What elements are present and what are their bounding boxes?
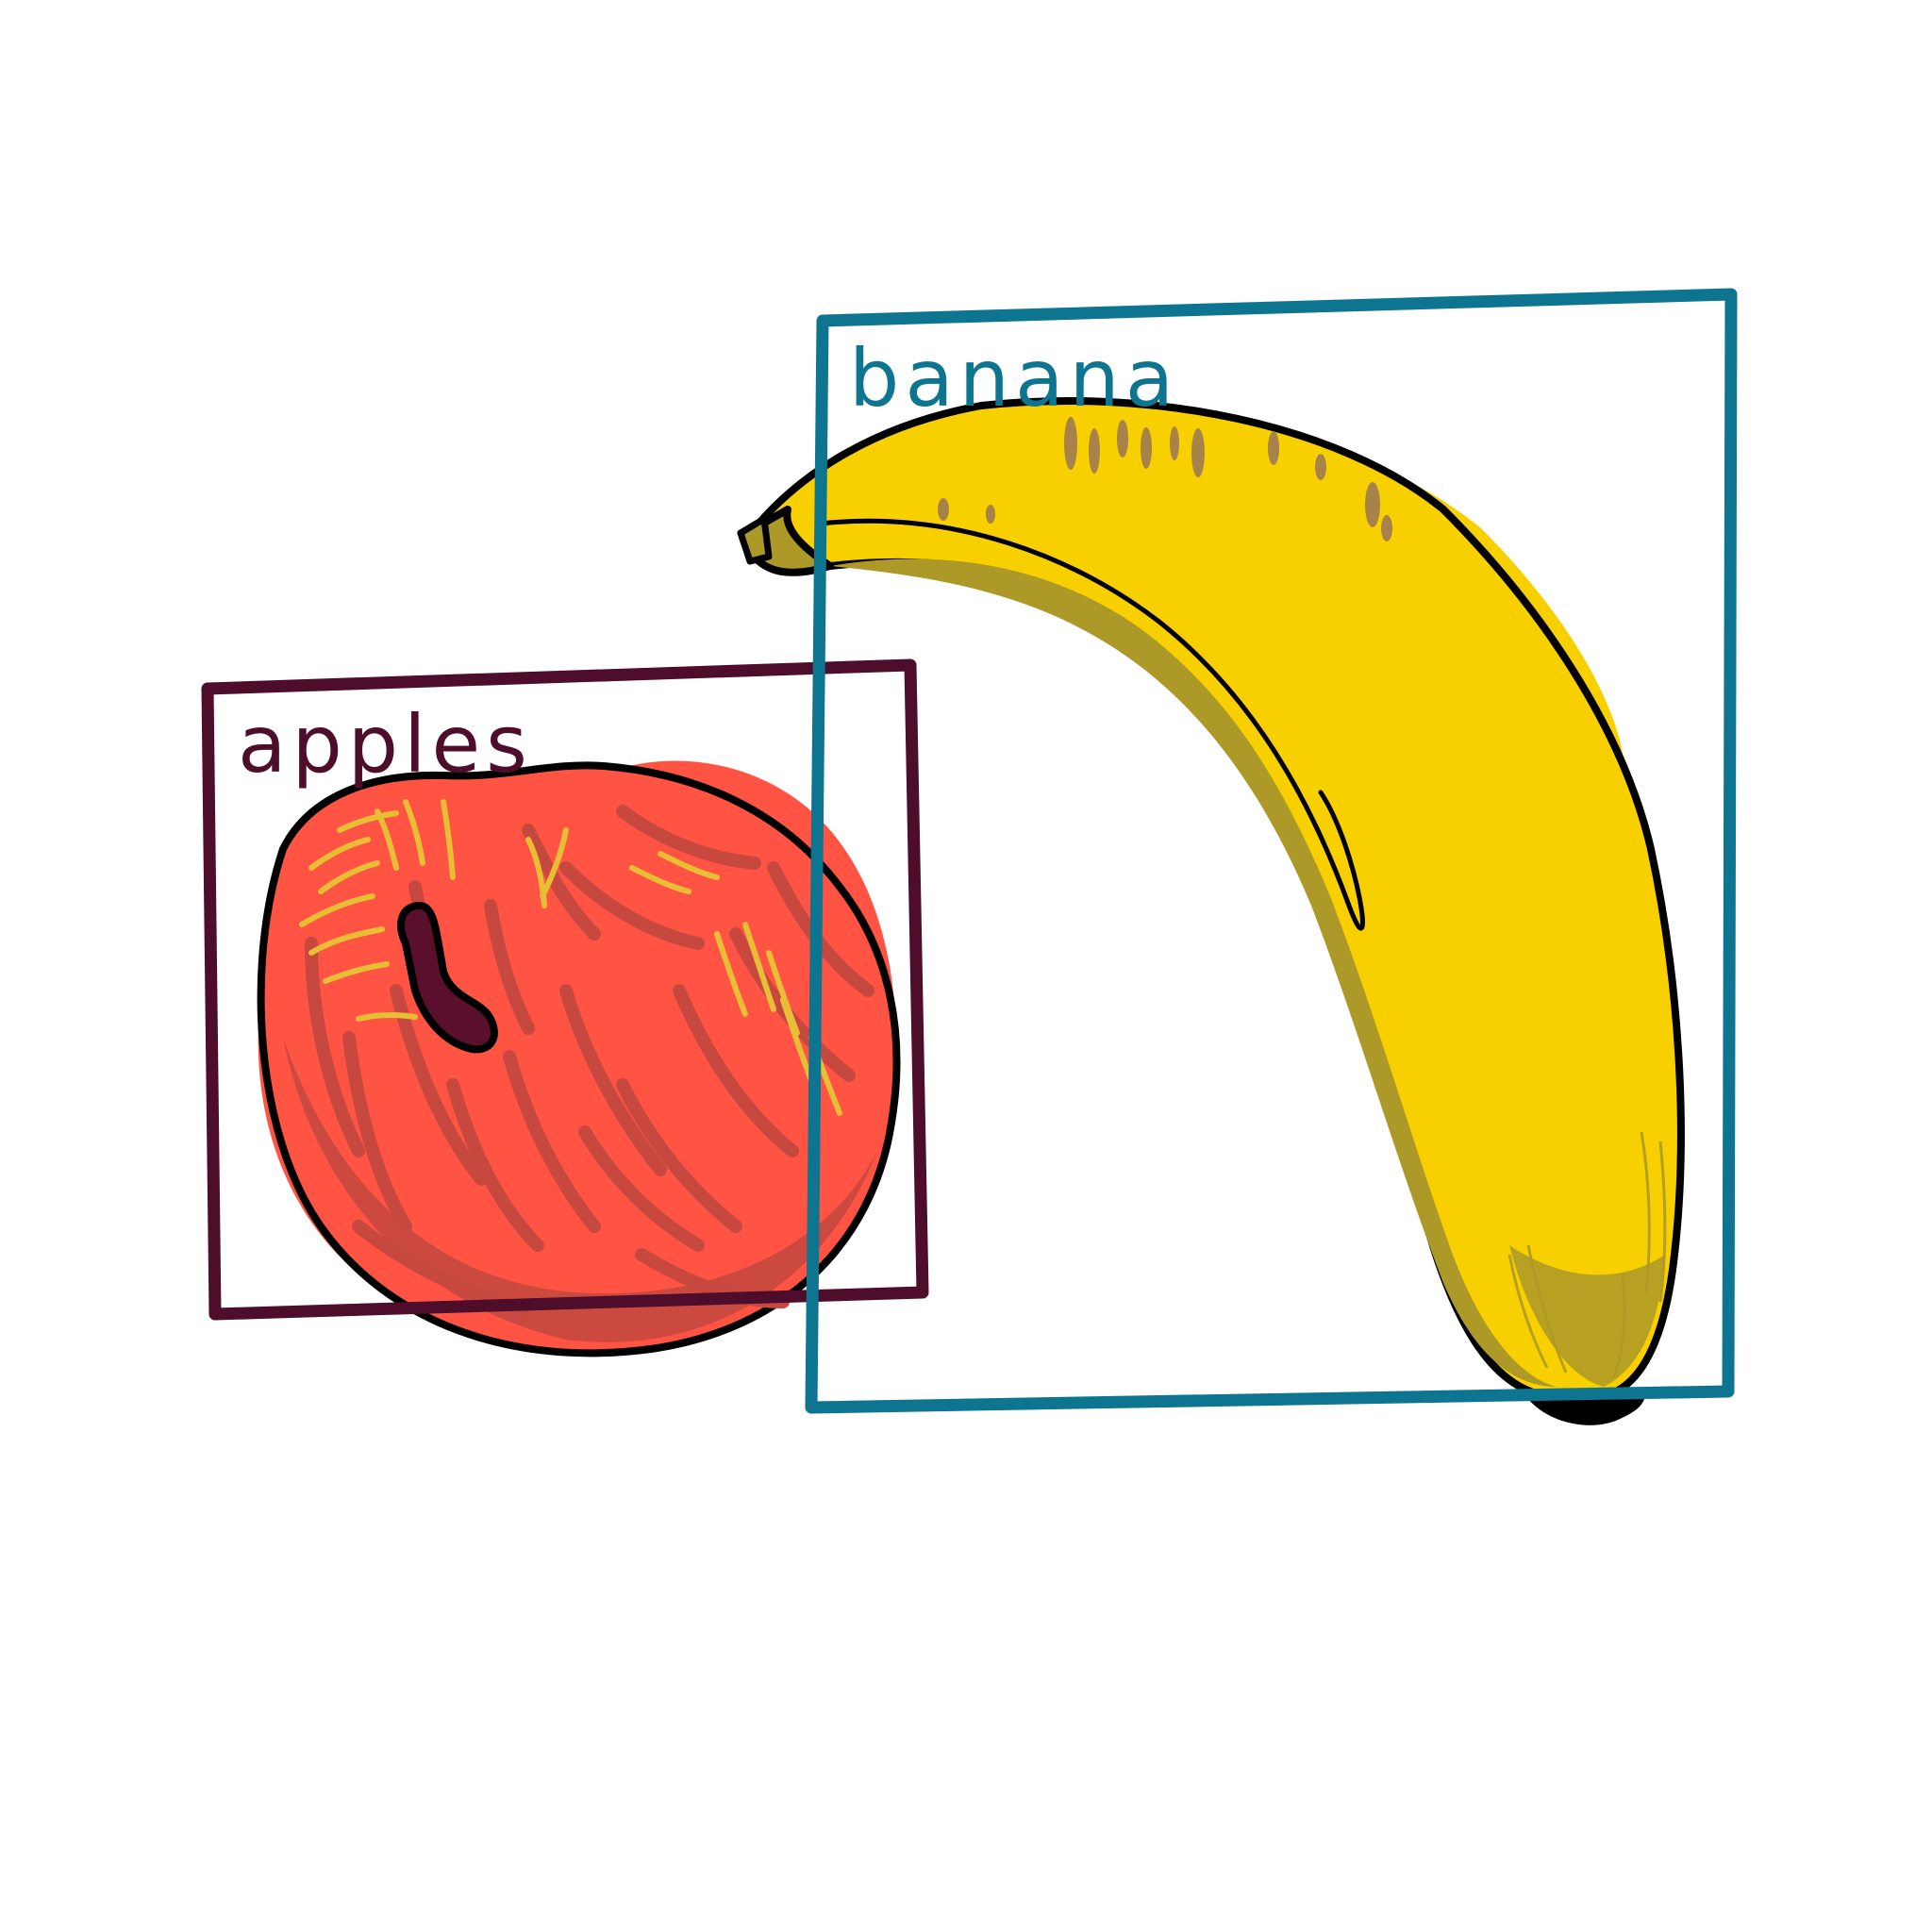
banana-ridge-line (818, 518, 1365, 931)
banana-bounding-box (805, 288, 1738, 1414)
apple-highlight-strokes (299, 799, 842, 1116)
apple-label: apples (238, 698, 533, 791)
banana-spots (938, 417, 1392, 541)
banana-streaks (1507, 1131, 1667, 1378)
apple-bounding-box (201, 658, 929, 1321)
banana-label: banana (849, 332, 1179, 425)
apple-stem (397, 902, 498, 1054)
apple-shade-strokes (305, 805, 874, 1318)
banana-body (751, 396, 1685, 1400)
banana-end-shade (1509, 1245, 1665, 1387)
apple-icon (257, 760, 901, 1357)
banana-stem-tip (737, 515, 773, 565)
banana-icon (737, 396, 1685, 1425)
